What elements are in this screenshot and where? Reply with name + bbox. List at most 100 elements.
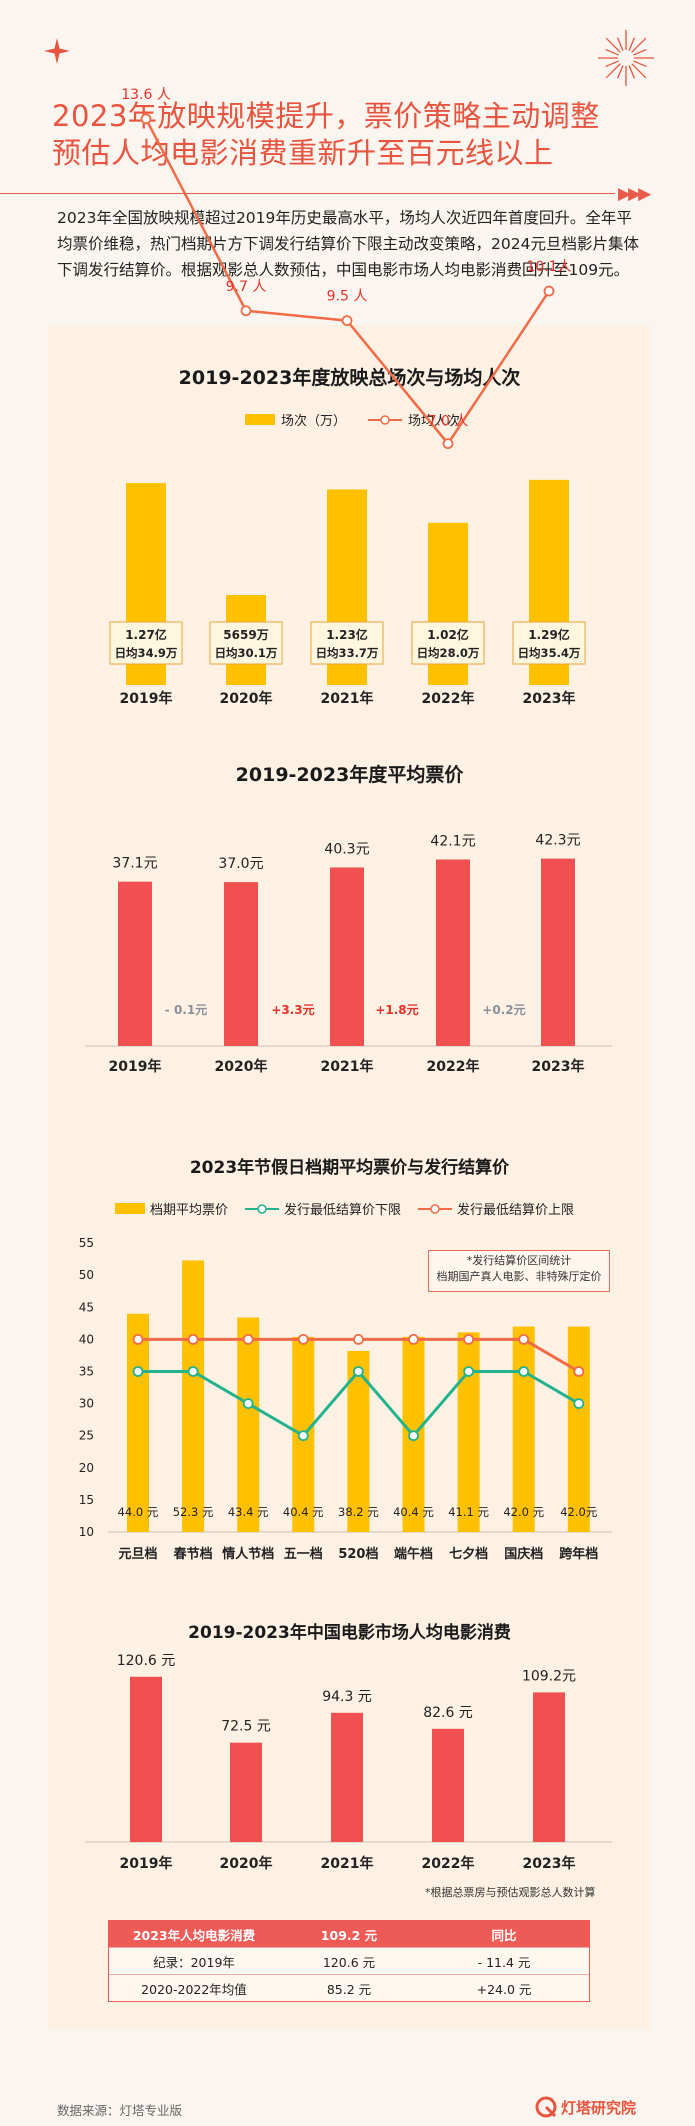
line-settle-lower-point — [242, 1398, 254, 1409]
x-tick-label: 五一档 — [284, 1546, 323, 1562]
screenings-label-box — [310, 621, 384, 665]
value-label: 52.3 元 — [173, 1505, 214, 1519]
x-tick-label: 情人节档 — [222, 1546, 274, 1562]
screenings-label-box — [109, 621, 183, 665]
line-settle-lower-point — [573, 1398, 585, 1409]
chart1-title: 2019-2023年度放映总场次与场均人次 — [178, 367, 521, 389]
value-label: 40.4 元 — [283, 1505, 324, 1519]
y-tick-label: 15 — [79, 1493, 94, 1507]
screenings-total-label: 1.23亿 — [326, 627, 368, 642]
x-tick-label: 2020年 — [220, 690, 273, 707]
chart4-title: 2019-2023年中国电影市场人均电影消费 — [188, 1623, 511, 1643]
x-tick-label: 国庆档 — [504, 1546, 543, 1562]
summary-cell: - 11.4 元 — [477, 1954, 531, 1970]
y-tick-label: 45 — [79, 1300, 94, 1314]
line-settle-lower-point — [132, 1366, 144, 1377]
summary-cell: 纪录：2019年 — [153, 1954, 235, 1970]
attendance-point — [240, 305, 252, 317]
bar-per-capita — [432, 1728, 464, 1842]
summary-cell: 2020-2022年均值 — [141, 1981, 247, 1997]
line-settle-lower-point — [297, 1430, 309, 1442]
screenings-total-label: 1.27亿 — [125, 627, 167, 642]
value-label: 94.3 元 — [322, 1689, 372, 1705]
x-tick-label: 2019年 — [109, 1058, 162, 1075]
line-avg-attendance — [144, 118, 551, 446]
line-settle-upper-point — [187, 1334, 199, 1345]
chart3-note-line1: *发行结算价区间统计 — [466, 1254, 572, 1267]
bar-holiday-price — [182, 1260, 205, 1532]
attendance-label: 13.6 人 — [121, 87, 171, 103]
arrows-icon: ▶▶▶ — [618, 184, 651, 204]
divider — [0, 193, 615, 194]
bar-avg-price — [541, 858, 575, 1046]
bar-holiday-price — [347, 1350, 370, 1532]
chart3-legend: 档期平均票价 发行最低结算价下限 发行最低结算价上限 — [115, 1199, 574, 1218]
line-settle-lower-point — [463, 1366, 475, 1377]
x-tick-label: 520档 — [338, 1546, 378, 1562]
page-title: 2023年放映规模提升，票价策略主动调整 预估人均电影消费重新升至百元线以上 — [52, 98, 652, 172]
value-label: 44.0 元 — [118, 1505, 159, 1519]
y-tick-label: 20 — [79, 1461, 94, 1475]
value-label: 42.0 元 — [503, 1505, 544, 1519]
line-settle-upper-point — [463, 1334, 475, 1345]
brand-logo: 灯塔研究院 — [535, 2096, 636, 2118]
x-tick-label: 2021年 — [321, 1058, 374, 1075]
chart3-note-line2: 档期国产真人电影、非特殊厅定价 — [436, 1270, 602, 1283]
x-tick-label: 春节档 — [173, 1546, 213, 1562]
bar-per-capita — [533, 1692, 565, 1842]
yoy-change-label: - 0.1元 — [165, 1003, 207, 1017]
legend-label-lower: 发行最低结算价下限 — [284, 1203, 402, 1218]
line-settle-upper-point — [297, 1334, 309, 1345]
screenings-daily-label: 日均30.1万 — [215, 646, 278, 660]
x-tick-label: 端午档 — [394, 1546, 433, 1562]
x-tick-label: 2023年 — [532, 1058, 585, 1075]
summary-header-cell: 2023年人均电影消费 — [132, 1927, 256, 1943]
x-tick-label: 2022年 — [422, 1855, 475, 1872]
data-source: 数据来源：灯塔专业版 — [57, 2103, 183, 2118]
bar-holiday-price — [127, 1313, 149, 1532]
value-label: 42.0元 — [560, 1505, 598, 1519]
attendance-label: 9.5 人 — [327, 289, 368, 305]
y-tick-label: 50 — [79, 1268, 94, 1282]
legend-label-bar: 场次（万） — [281, 414, 347, 429]
bar-avg-price — [330, 867, 364, 1046]
screenings-daily-label: 日均33.7万 — [316, 646, 379, 660]
line-settle-lower-point — [518, 1366, 530, 1377]
screenings-total-label: 1.02亿 — [427, 627, 469, 642]
intro-paragraph: 2023年全国放映规模超过2019年历史最高水平，场均人次近四年首度回升。全年平… — [57, 209, 639, 279]
x-tick-label: 2020年 — [215, 1058, 268, 1075]
screenings-label-box — [411, 621, 485, 665]
line-settle-upper-point — [132, 1334, 144, 1345]
bar-holiday-price — [567, 1326, 590, 1532]
bar-per-capita — [130, 1676, 162, 1842]
line-settle-upper-point — [518, 1334, 530, 1345]
value-label: 37.0元 — [218, 856, 263, 872]
bar-per-capita — [230, 1742, 262, 1842]
line-settle-upper-point — [573, 1366, 585, 1377]
x-tick-label: 2021年 — [321, 690, 374, 707]
attendance-point — [543, 285, 555, 297]
legend-swatch-bar — [115, 1203, 145, 1214]
y-tick-label: 30 — [79, 1397, 94, 1411]
summary-cell: 120.6 元 — [322, 1954, 376, 1970]
value-label: 38.2 元 — [338, 1505, 379, 1519]
attendance-label: 7.0 人 — [428, 414, 469, 430]
x-tick-label: 2020年 — [220, 1855, 273, 1872]
chart2-title: 2019-2023年度平均票价 — [235, 764, 464, 786]
x-tick-label: 2023年 — [523, 1855, 576, 1872]
x-tick-label: 2022年 — [422, 690, 475, 707]
value-label: 40.4 元 — [393, 1505, 434, 1519]
value-label: 37.1元 — [112, 856, 157, 872]
value-label: 72.5 元 — [221, 1719, 271, 1735]
line-settle-lower-point — [408, 1430, 419, 1442]
screenings-label-box — [209, 621, 283, 665]
value-label: 42.1元 — [430, 833, 475, 849]
screenings-total-label: 1.29亿 — [528, 627, 570, 642]
screenings-total-label: 5659万 — [223, 628, 268, 642]
summary-cell: +24.0 元 — [476, 1981, 532, 1997]
line-settle-lower-point — [187, 1366, 199, 1377]
x-tick-label: 2019年 — [120, 690, 173, 707]
value-label: 40.3元 — [324, 841, 369, 857]
screenings-daily-label: 日均28.0万 — [417, 646, 480, 660]
